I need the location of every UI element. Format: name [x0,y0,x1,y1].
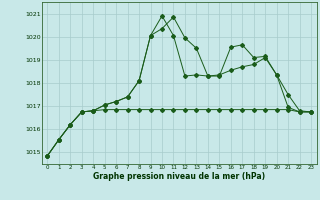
X-axis label: Graphe pression niveau de la mer (hPa): Graphe pression niveau de la mer (hPa) [93,172,265,181]
